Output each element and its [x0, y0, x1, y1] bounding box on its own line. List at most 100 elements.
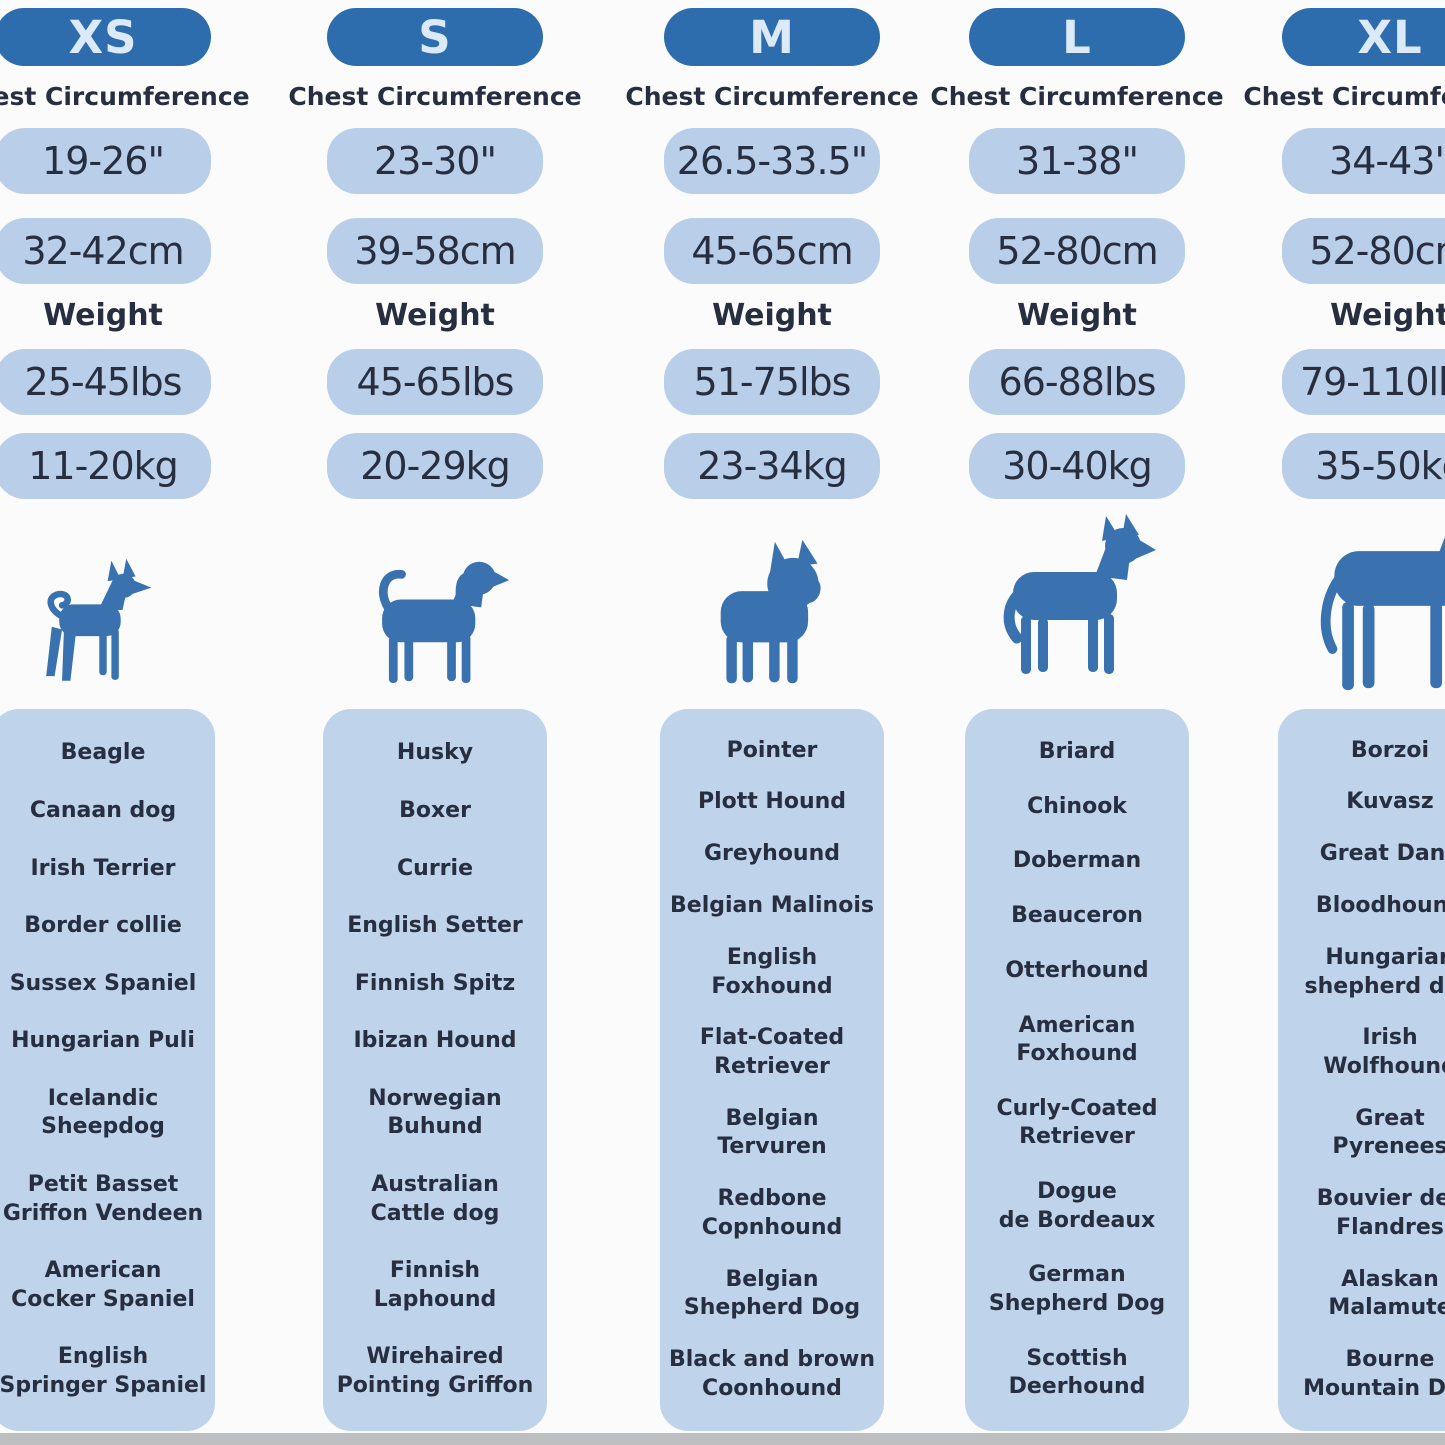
size-pill: XS [0, 8, 211, 66]
breed-list-panel: Pointer Plott Hound Greyhound Belgian Ma… [660, 709, 884, 1431]
breed-item: Husky [396, 740, 474, 766]
breed-item: Scottish Deerhound [1008, 1345, 1146, 1400]
breed-item: Border collie [24, 913, 182, 939]
weight-label: Weight [43, 298, 163, 333]
size-column-l: L Chest Circumference 31-38" 52-80cm Wei… [912, 0, 1242, 1445]
breed-item: Bloodhound [1315, 893, 1445, 919]
chest-inches-pill: 26.5-33.5" [664, 128, 880, 194]
breed-list-panel: Beagle Canaan dog Irish Terrier Border c… [0, 709, 215, 1431]
breed-item: Belgian Malinois [670, 893, 874, 919]
breed-item: Chinook [1027, 793, 1127, 819]
beagle-silhouette-icon [378, 561, 509, 684]
breed-item: Hungarian Puli [11, 1028, 195, 1054]
breed-item: Sussex Spaniel [9, 970, 197, 996]
breed-item: Belgian Shepherd Dog [683, 1266, 861, 1321]
breed-item: Flat-Coated Retriever [699, 1025, 845, 1080]
chest-circumference-label: Chest Circumference [930, 82, 1224, 111]
breed-item: Ibizan Hound [353, 1028, 517, 1054]
weight-lbs-pill: 45-65lbs [327, 349, 543, 415]
weight-kg-pill: 20-29kg [327, 433, 543, 499]
chest-inches-pill: 31-38" [969, 128, 1185, 194]
breed-item: Curly-Coated Retriever [996, 1095, 1158, 1150]
breed-item: Wirehaired Pointing Griffon [336, 1344, 534, 1398]
breed-item: Borzoi [1350, 737, 1430, 763]
chihuahua-silhouette-icon [46, 558, 152, 681]
breed-item: Boxer [399, 798, 471, 824]
weight-label: Weight [375, 298, 495, 333]
breed-item: Great Pyrenees [1332, 1105, 1445, 1160]
chest-circumference-label: Chest Circumference [0, 82, 250, 111]
dog-zone [607, 499, 937, 705]
chest-circumference-label: Chest Circumference [1243, 82, 1445, 111]
breed-item: Beauceron [1011, 903, 1143, 929]
weight-kg-pill: 23-34kg [664, 433, 880, 499]
size-column-xs: XS Chest Circumference 19-26" 32-42cm We… [0, 0, 268, 1445]
breed-item: Bouvier des Flandres [1316, 1186, 1445, 1240]
breed-item: Plott Hound [697, 789, 847, 815]
breed-item: Currie [397, 855, 473, 881]
chest-circumference-label: Chest Circumference [288, 82, 582, 111]
size-column-xl: XL Chest Circumference 34-43" 52-80cm We… [1225, 0, 1445, 1445]
size-pill: XL [1282, 8, 1445, 66]
breed-item: American Cocker Spaniel [11, 1258, 195, 1312]
weight-lbs-pill: 66-88lbs [969, 349, 1185, 415]
chest-cm-pill: 52-80cm [969, 218, 1185, 284]
french-bulldog-silhouette-icon [720, 539, 821, 684]
dog-zone [1225, 499, 1445, 705]
dog-zone [270, 499, 600, 705]
bottom-border-strip [0, 1433, 1445, 1445]
breed-item: Finnish Spitz [354, 970, 516, 996]
chest-cm-pill: 52-80cm [1282, 218, 1445, 284]
weight-lbs-pill: 51-75lbs [664, 349, 880, 415]
breed-item: Alaskan Malamute [1328, 1266, 1445, 1321]
breed-item: Icelandic Sheepdog [41, 1085, 165, 1140]
breed-item: Dogue de Bordeaux [998, 1179, 1156, 1233]
breed-item: English Springer Spaniel [0, 1344, 207, 1398]
breed-item: German Shepherd Dog [988, 1262, 1166, 1317]
weight-kg-pill: 30-40kg [969, 433, 1185, 499]
breed-item: Doberman [1012, 848, 1142, 874]
breed-item: Finnish Laphound [373, 1258, 497, 1312]
chest-inches-pill: 23-30" [327, 128, 543, 194]
great-dane-silhouette-icon [1320, 536, 1445, 691]
breed-item: Redbone Copnhound [701, 1186, 843, 1240]
size-column-m: M Chest Circumference 26.5-33.5" 45-65cm… [607, 0, 937, 1445]
chest-cm-pill: 45-65cm [664, 218, 880, 284]
breed-item: Great Dane [1319, 841, 1445, 867]
size-pill: M [664, 8, 880, 66]
breed-item: Australian Cattle dog [370, 1172, 500, 1226]
weight-kg-pill: 11-20kg [0, 433, 211, 499]
breed-item: Canaan dog [29, 798, 177, 824]
breed-item: English Setter [347, 913, 523, 939]
breed-list-panel: Husky Boxer Currie English Setter Finnis… [323, 709, 547, 1431]
size-pill: S [327, 8, 543, 66]
weight-label: Weight [712, 298, 832, 333]
breed-item: Bourne Mountain Dog [1303, 1347, 1445, 1401]
breed-item: Black and brown Coonhound [668, 1347, 876, 1401]
chest-inches-pill: 34-43" [1282, 128, 1445, 194]
breed-item: Pointer [726, 737, 818, 763]
husky-silhouette-icon [1003, 514, 1156, 674]
dog-zone [0, 499, 268, 705]
breed-item: English Foxhound [711, 945, 833, 999]
breed-item: Beagle [60, 740, 146, 766]
breed-item: American Foxhound [1016, 1012, 1138, 1067]
breed-item: Norwegian Buhund [368, 1085, 502, 1140]
breed-item: Greyhound [703, 841, 841, 867]
breed-item: Belgian Tervuren [717, 1105, 827, 1160]
chest-cm-pill: 39-58cm [327, 218, 543, 284]
chest-circumference-label: Chest Circumference [625, 82, 919, 111]
breed-item: Petit Basset Griffon Vendeen [2, 1172, 204, 1226]
breed-list-panel: Borzoi Kuvasz Great Dane Bloodhound Hung… [1278, 709, 1445, 1431]
breed-item: Briard [1038, 739, 1116, 765]
breed-item: Otterhound [1005, 957, 1149, 983]
weight-lbs-pill: 79-110lbs [1282, 349, 1445, 415]
breed-item: Irish Wolfhound [1323, 1025, 1445, 1080]
chest-cm-pill: 32-42cm [0, 218, 211, 284]
dog-zone [912, 499, 1242, 705]
size-column-s: S Chest Circumference 23-30" 39-58cm Wei… [270, 0, 600, 1445]
chest-inches-pill: 19-26" [0, 128, 211, 194]
breed-item: Irish Terrier [30, 855, 176, 881]
breed-item: Hungarian shepherd dog [1304, 945, 1445, 999]
